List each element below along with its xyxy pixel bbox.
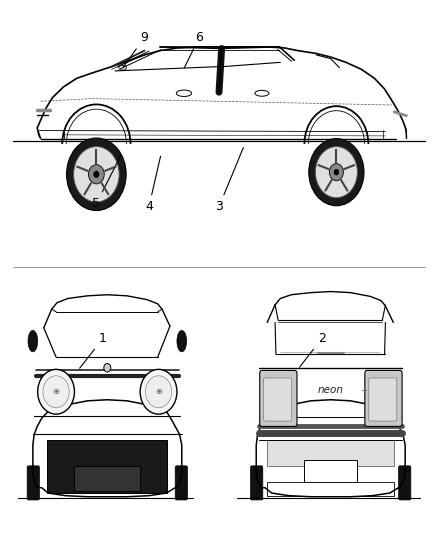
- FancyBboxPatch shape: [365, 370, 402, 426]
- Text: neon: neon: [318, 385, 344, 395]
- Circle shape: [140, 369, 177, 414]
- Ellipse shape: [119, 65, 127, 70]
- FancyBboxPatch shape: [264, 378, 292, 421]
- Circle shape: [88, 165, 104, 184]
- Ellipse shape: [28, 330, 38, 352]
- Text: 9: 9: [124, 31, 148, 67]
- Text: +: +: [360, 386, 367, 394]
- Circle shape: [334, 169, 339, 175]
- Circle shape: [94, 171, 99, 177]
- Circle shape: [38, 369, 74, 414]
- Text: 1: 1: [80, 332, 107, 368]
- Bar: [74, 466, 140, 491]
- Circle shape: [329, 164, 343, 181]
- Circle shape: [309, 139, 364, 206]
- FancyBboxPatch shape: [369, 378, 397, 421]
- Text: ⊕: ⊕: [53, 387, 60, 396]
- Text: 6: 6: [184, 31, 203, 68]
- Text: ⊕: ⊕: [155, 387, 162, 396]
- FancyBboxPatch shape: [251, 466, 263, 500]
- FancyBboxPatch shape: [399, 466, 411, 500]
- Text: 4: 4: [145, 156, 161, 213]
- Polygon shape: [267, 482, 394, 496]
- Circle shape: [67, 138, 126, 211]
- Text: 5: 5: [92, 156, 120, 210]
- Circle shape: [104, 364, 111, 372]
- Text: 3: 3: [215, 148, 244, 213]
- Bar: [304, 460, 357, 482]
- Circle shape: [74, 147, 119, 202]
- FancyBboxPatch shape: [27, 466, 39, 500]
- Ellipse shape: [177, 330, 187, 352]
- Polygon shape: [267, 440, 394, 466]
- Circle shape: [43, 376, 69, 408]
- Text: 2: 2: [300, 332, 326, 367]
- Polygon shape: [47, 440, 167, 493]
- Circle shape: [145, 376, 172, 408]
- FancyBboxPatch shape: [260, 370, 297, 426]
- Circle shape: [315, 147, 357, 198]
- FancyBboxPatch shape: [175, 466, 187, 500]
